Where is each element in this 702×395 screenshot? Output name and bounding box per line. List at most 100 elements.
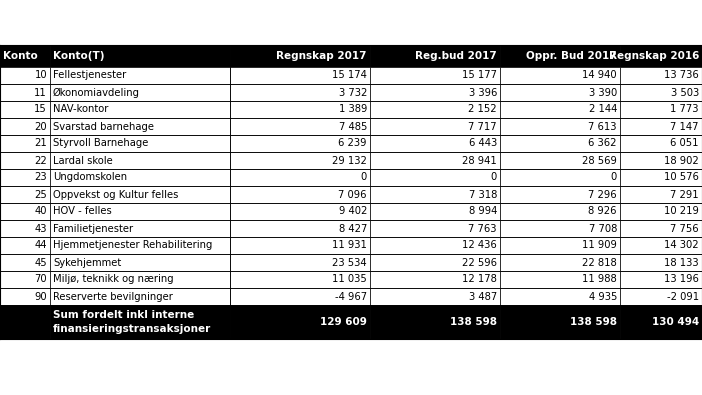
Bar [0, 84, 50, 101]
Bar [620, 84, 702, 101]
Text: 15 177: 15 177 [462, 70, 497, 81]
Text: Regnskap 2016: Regnskap 2016 [609, 51, 699, 61]
Bar [370, 169, 500, 186]
Bar [620, 169, 702, 186]
Text: Miljø, teknikk og næring: Miljø, teknikk og næring [53, 275, 173, 284]
Bar [370, 237, 500, 254]
Bar [230, 169, 370, 186]
Text: 7 147: 7 147 [670, 122, 699, 132]
Text: HOV - felles: HOV - felles [53, 207, 112, 216]
Bar [230, 135, 370, 152]
Bar [620, 203, 702, 220]
Text: Svarstad barnehage: Svarstad barnehage [53, 122, 154, 132]
Bar [500, 45, 620, 67]
Bar [0, 254, 50, 271]
Bar [0, 237, 50, 254]
Bar [620, 118, 702, 135]
Text: 6 051: 6 051 [670, 139, 699, 149]
Bar [620, 101, 702, 118]
Bar [620, 152, 702, 169]
Bar [370, 254, 500, 271]
Text: 0: 0 [361, 173, 367, 182]
Text: 22 596: 22 596 [462, 258, 497, 267]
Bar [50, 84, 230, 101]
Text: Regnskap 2017: Regnskap 2017 [277, 51, 367, 61]
Bar [500, 84, 620, 101]
Bar [370, 67, 500, 84]
Bar [500, 169, 620, 186]
Text: Konto: Konto [3, 51, 38, 61]
Bar [230, 288, 370, 305]
Text: Fellestjenester: Fellestjenester [53, 70, 126, 81]
Bar [230, 101, 370, 118]
Bar [500, 152, 620, 169]
Text: 129 609: 129 609 [320, 317, 367, 327]
Text: 44: 44 [34, 241, 47, 250]
Text: 6 362: 6 362 [588, 139, 617, 149]
Text: 3 390: 3 390 [589, 88, 617, 98]
Text: Økonomiavdeling: Økonomiavdeling [53, 87, 140, 98]
Text: 3 503: 3 503 [670, 88, 699, 98]
Text: 3 732: 3 732 [338, 88, 367, 98]
Text: Lardal skole: Lardal skole [53, 156, 113, 166]
Bar [230, 305, 370, 339]
Bar [230, 203, 370, 220]
Bar [370, 186, 500, 203]
Bar [0, 118, 50, 135]
Text: 0: 0 [611, 173, 617, 182]
Bar [620, 288, 702, 305]
Text: 13 196: 13 196 [664, 275, 699, 284]
Text: 28 569: 28 569 [582, 156, 617, 166]
Text: 2 152: 2 152 [468, 105, 497, 115]
Text: 14 940: 14 940 [583, 70, 617, 81]
Text: -2 091: -2 091 [667, 292, 699, 301]
Bar [500, 254, 620, 271]
Bar [50, 135, 230, 152]
Bar [370, 101, 500, 118]
Bar [230, 118, 370, 135]
Bar [620, 220, 702, 237]
Text: 10: 10 [34, 70, 47, 81]
Text: 6 239: 6 239 [338, 139, 367, 149]
Text: Reg.bud 2017: Reg.bud 2017 [416, 51, 497, 61]
Text: Konto(T): Konto(T) [53, 51, 105, 61]
Bar [620, 186, 702, 203]
Bar [370, 220, 500, 237]
Bar [620, 271, 702, 288]
Bar [500, 305, 620, 339]
Bar [0, 288, 50, 305]
Text: -4 967: -4 967 [335, 292, 367, 301]
Text: 21: 21 [34, 139, 47, 149]
Text: 90: 90 [34, 292, 47, 301]
Bar [0, 101, 50, 118]
Text: 1 773: 1 773 [670, 105, 699, 115]
Bar [500, 118, 620, 135]
Text: 7 485: 7 485 [338, 122, 367, 132]
Text: 18 133: 18 133 [664, 258, 699, 267]
Text: 18 902: 18 902 [664, 156, 699, 166]
Bar [50, 45, 230, 67]
Text: Styrvoll Barnehage: Styrvoll Barnehage [53, 139, 148, 149]
Text: 14 302: 14 302 [664, 241, 699, 250]
Text: 11 988: 11 988 [582, 275, 617, 284]
Bar [50, 305, 230, 339]
Bar [230, 254, 370, 271]
Text: 0: 0 [491, 173, 497, 182]
Text: Familietjenester: Familietjenester [53, 224, 133, 233]
Text: 130 494: 130 494 [651, 317, 699, 327]
Text: 3 396: 3 396 [469, 88, 497, 98]
Text: 7 613: 7 613 [588, 122, 617, 132]
Text: 9 402: 9 402 [338, 207, 367, 216]
Bar [500, 67, 620, 84]
Text: 45: 45 [34, 258, 47, 267]
Bar [0, 67, 50, 84]
Text: 1 389: 1 389 [338, 105, 367, 115]
Bar [370, 135, 500, 152]
Bar [500, 135, 620, 152]
Text: 15: 15 [34, 105, 47, 115]
Text: Ungdomskolen: Ungdomskolen [53, 173, 127, 182]
Text: 7 763: 7 763 [468, 224, 497, 233]
Text: 8 926: 8 926 [588, 207, 617, 216]
Bar [50, 101, 230, 118]
Text: 12 436: 12 436 [462, 241, 497, 250]
